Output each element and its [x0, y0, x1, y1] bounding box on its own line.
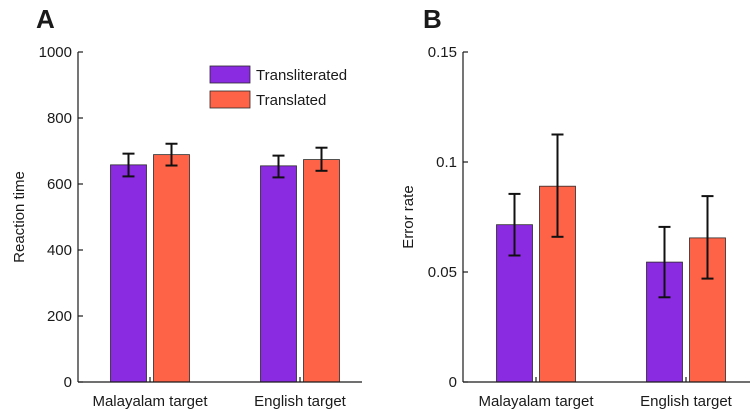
- x-tick-label: Malayalam target: [92, 393, 208, 410]
- y-tick-label: 0.1: [436, 154, 457, 171]
- bar-transliterated-1: [260, 165, 297, 383]
- y-tick-label: 0.05: [428, 264, 457, 281]
- y-tick-label: 200: [47, 308, 72, 325]
- panel-label: B: [423, 4, 442, 34]
- y-tick-label: 0.15: [428, 44, 457, 61]
- panel-a-reaction-time: A 0 200 400 600 800 1000 Malayalam target Englis…: [11, 4, 362, 410]
- y-tick-label: 0: [449, 374, 457, 391]
- x-tick-label: Malayalam target: [478, 393, 594, 410]
- y-tick-label: 600: [47, 176, 72, 193]
- legend: Transliterated Translated: [209, 65, 347, 109]
- legend-swatch-transliterated: [209, 65, 251, 84]
- panel-b-error-rate: B 0 0.05 0.1 0.15 Malayalam target English tar…: [400, 4, 750, 410]
- y-tick-label: 1000: [39, 44, 72, 61]
- bar-translated-1: [303, 159, 340, 383]
- panel-label: A: [36, 4, 55, 34]
- bar-transliterated-0: [110, 164, 147, 383]
- y-axis-label: Reaction time: [11, 171, 28, 263]
- y-axis-label: Error rate: [400, 185, 417, 248]
- y-tick-label: 0: [64, 374, 72, 391]
- bar-translated-0: [153, 154, 190, 383]
- legend-swatch-translated: [209, 90, 251, 109]
- legend-label: Translated: [256, 92, 326, 109]
- y-tick-label: 400: [47, 242, 72, 259]
- x-tick-label: English target: [254, 393, 347, 410]
- legend-label: Transliterated: [256, 67, 347, 84]
- x-tick-label: English target: [640, 393, 733, 410]
- y-tick-label: 800: [47, 110, 72, 127]
